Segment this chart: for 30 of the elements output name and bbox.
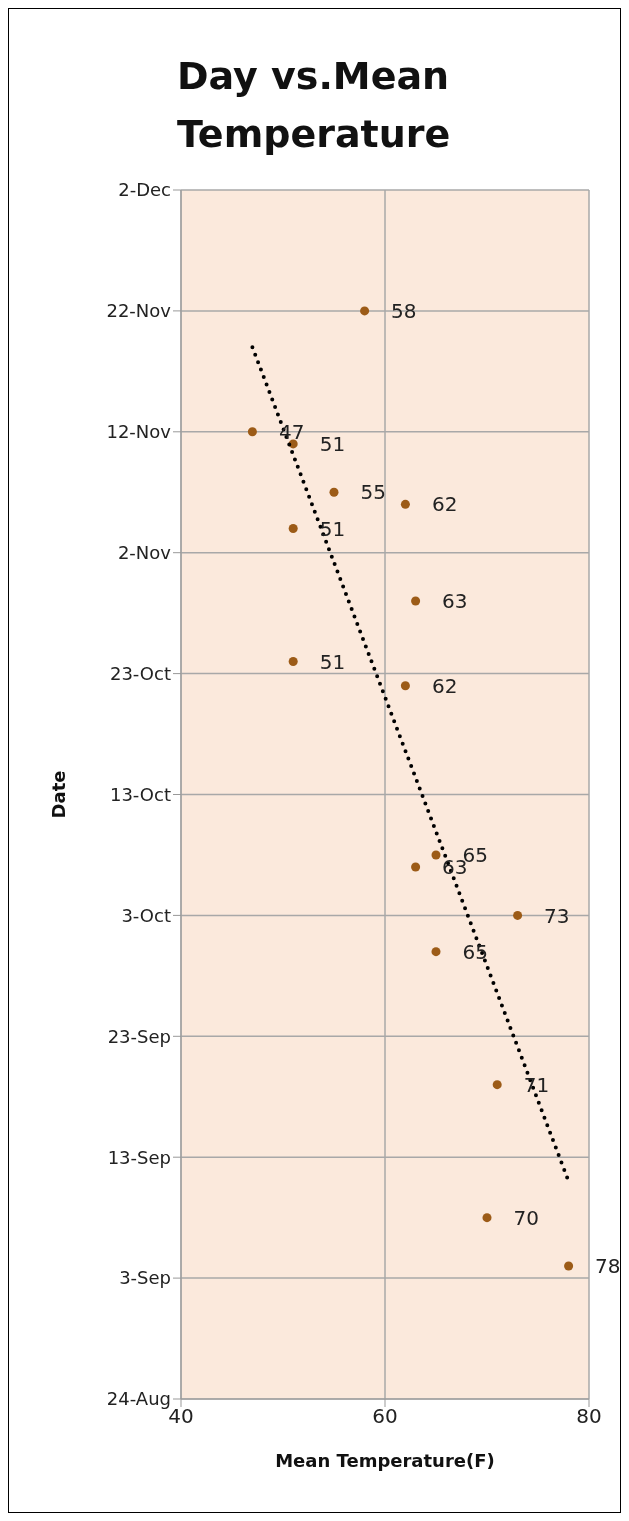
y-axis-title: Date xyxy=(48,770,70,819)
x-axis-title: Mean Temperature(F) xyxy=(275,1450,495,1471)
data-label: 62 xyxy=(431,492,458,517)
y-tick-label: 23-Oct xyxy=(109,662,171,684)
data-label: 71 xyxy=(523,1072,550,1097)
y-tick-label: 3-Sep xyxy=(119,1267,171,1289)
data-label: 51 xyxy=(319,649,346,674)
y-tick-label: 22-Nov xyxy=(106,300,172,322)
data-label: 63 xyxy=(442,589,468,614)
y-tick-label: 2-Nov xyxy=(117,542,172,564)
data-label: 47 xyxy=(278,419,305,444)
y-tick-label: 3-Oct xyxy=(121,904,171,926)
x-tick-label: 80 xyxy=(576,1404,602,1429)
data-label: 58 xyxy=(391,299,417,323)
data-label: 51 xyxy=(319,516,346,541)
data-label: 78 xyxy=(595,1254,621,1279)
data-label: 73 xyxy=(544,903,570,928)
data-label: 55 xyxy=(360,480,386,505)
data-label: 51 xyxy=(319,431,346,456)
x-tick-label: 60 xyxy=(372,1404,398,1429)
y-tick-label: 13-Oct xyxy=(109,783,171,805)
y-tick-label: 13-Sep xyxy=(107,1146,171,1168)
y-tick-label: 12-Nov xyxy=(106,421,172,443)
y-tick-label: 23-Sep xyxy=(107,1025,171,1047)
y-tick-label: 2-Dec xyxy=(118,179,171,201)
data-label: 65 xyxy=(462,939,488,964)
y-tick-label: 24-Aug xyxy=(106,1388,171,1410)
data-label: 70 xyxy=(513,1205,539,1230)
chart-title: Day vs.Mean Temperature xyxy=(177,53,452,158)
data-label: 62 xyxy=(431,673,458,698)
